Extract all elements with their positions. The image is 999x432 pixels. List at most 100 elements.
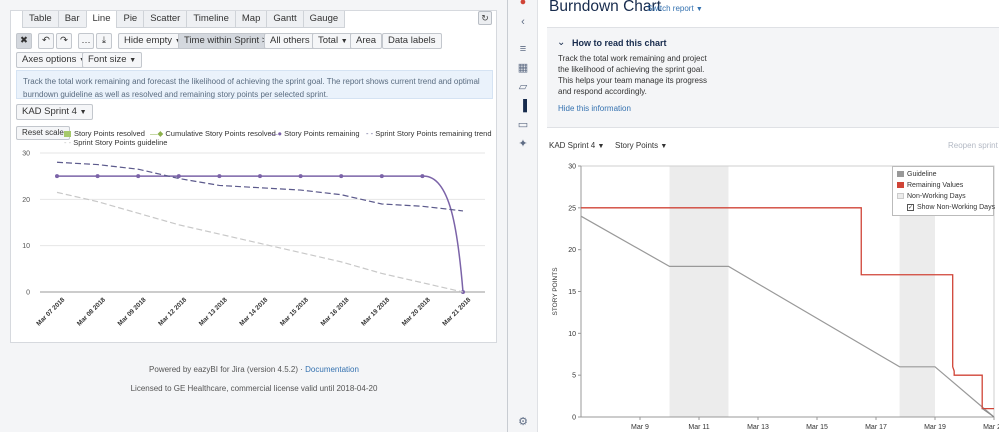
reopen-sprint-button[interactable]: Reopen sprint <box>948 141 998 150</box>
chevron-down-icon: ▼ <box>660 143 668 150</box>
data-point[interactable] <box>136 174 141 179</box>
data-point[interactable] <box>298 174 303 179</box>
area-button[interactable]: Area <box>350 33 383 49</box>
tab-scatter[interactable]: Scatter <box>143 11 188 28</box>
switch-report-dropdown[interactable]: Switch report ▼ <box>647 4 703 13</box>
hide-info-link[interactable]: Hide this information <box>558 104 631 113</box>
legend-remaining: Remaining Values <box>897 181 963 190</box>
legend-label: Non-Working Days <box>907 193 966 200</box>
x-tick-label: Mar 08 2018 <box>76 296 107 327</box>
info-title: How to read this chart <box>572 38 667 48</box>
series-line-1[interactable] <box>57 175 464 293</box>
y-tick-label: 30 <box>568 164 576 171</box>
checkbox-label: Show Non-Working Days <box>917 204 996 211</box>
y-tick-label: 0 <box>572 415 576 422</box>
page-title: Burndown Chart <box>549 0 662 15</box>
sprint-dropdown[interactable]: KAD Sprint 4 ▼ <box>549 141 604 150</box>
data-point[interactable] <box>339 174 344 179</box>
chevron-down-icon[interactable]: ⌄ <box>557 37 566 48</box>
remaining-values-line[interactable] <box>581 207 994 410</box>
tab-timeline[interactable]: Timeline <box>186 11 236 28</box>
reports-icon[interactable]: ▐ <box>519 100 527 112</box>
legend-label: Story Points remaining <box>284 129 360 138</box>
chart-type-tabs: Table Bar Line Pie Scatter Timeline Map Gantt Ga… <box>22 11 346 28</box>
tab-gauge[interactable]: Gauge <box>302 11 346 28</box>
sprint-select[interactable]: KAD Sprint 4 ▼ <box>16 104 93 120</box>
non-working-band <box>669 166 729 417</box>
x-tick-label: Mar 09 2018 <box>117 296 148 327</box>
y-tick-label: 25 <box>568 205 576 212</box>
x-tick-label: Mar 13 2018 <box>198 296 229 327</box>
y-tick-label: 15 <box>568 289 576 296</box>
axes-options-button[interactable]: Axes options ▼ <box>16 52 92 68</box>
tab-gantt[interactable]: Gantt <box>266 11 304 28</box>
releases-icon[interactable]: ▱ <box>518 81 528 93</box>
font-size-button[interactable]: Font size ▼ <box>82 52 143 68</box>
show-non-working-checkbox[interactable]: ✓ Show Non-Working Days <box>907 203 995 212</box>
series-line-3[interactable] <box>56 191 464 293</box>
data-point[interactable] <box>258 174 262 179</box>
export-button[interactable]: ⤓ <box>96 33 112 49</box>
total-button[interactable]: Total ▼ <box>312 33 354 49</box>
chevron-down-icon: ▼ <box>597 143 605 150</box>
legend-item-resolved[interactable]: Story Points resolved <box>64 129 145 139</box>
data-point[interactable] <box>217 174 222 179</box>
app-logo-icon: ● <box>519 0 527 8</box>
tab-line[interactable]: Line <box>85 11 118 28</box>
axes-options-label: Axes options <box>22 54 77 65</box>
legend-item-cumulative[interactable]: —◆ Cumulative Story Points resolved <box>150 129 276 139</box>
data-point[interactable] <box>55 174 59 179</box>
x-tick-label: Mar 17 <box>865 424 887 431</box>
eazybi-report-pane: Table Bar Line Pie Scatter Timeline Map Gantt Ga… <box>0 0 508 432</box>
reset-scale-button[interactable]: Reset scale <box>16 126 70 140</box>
series-line-2[interactable] <box>56 161 464 212</box>
info-panel: ⌄ How to read this chart Track the total… <box>547 27 999 128</box>
x-tick-label: Mar 07 2018 <box>35 296 66 327</box>
guideline-line[interactable] <box>580 215 995 418</box>
backlog-icon[interactable]: ≡ <box>519 43 527 55</box>
undo-button[interactable]: ↶ <box>38 33 54 49</box>
all-others-button[interactable]: All others <box>264 33 316 49</box>
y-tick-label: 20 <box>568 247 576 254</box>
report-description: Track the total work remaining and forec… <box>16 70 493 99</box>
footer: Powered by eazyBI for Jira (version 4.5.… <box>0 363 508 396</box>
board-icon[interactable]: ▦ <box>517 62 529 74</box>
y-tick-label: 10 <box>22 243 30 250</box>
legend-item-remaining[interactable]: —● Story Points remaining <box>270 129 360 139</box>
data-point[interactable] <box>176 174 181 179</box>
legend-label: Cumulative Story Points resolved <box>165 129 276 138</box>
y-axis-title: STORY POINTS <box>552 267 559 316</box>
legend-marker: —◆ <box>150 129 164 138</box>
tab-map[interactable]: Map <box>234 11 268 28</box>
legend-item-guideline[interactable]: - - Sprint Story Points guideline <box>64 138 167 148</box>
documentation-link[interactable]: Documentation <box>305 365 359 374</box>
checkbox-checked-icon[interactable]: ✓ <box>907 204 914 211</box>
settings-gear-icon[interactable]: ⚙ <box>518 416 528 428</box>
data-labels-button[interactable]: Data labels <box>382 33 442 49</box>
issues-icon[interactable]: ▭ <box>517 119 529 131</box>
data-point[interactable] <box>95 174 100 179</box>
fullscreen-button[interactable]: ✖ <box>16 33 32 49</box>
legend-label: Sprint Story Points guideline <box>73 138 168 147</box>
x-tick-label: Mar 11 <box>688 424 709 431</box>
chevron-left-icon[interactable]: ‹ <box>521 16 525 28</box>
legend-swatch <box>897 171 904 177</box>
separator: · <box>300 365 303 374</box>
redo-button[interactable]: ↷ <box>56 33 72 49</box>
tab-table[interactable]: Table <box>22 11 59 28</box>
legend-label: Sprint Story Points remaining trend <box>375 129 492 138</box>
legend-marker: - - <box>64 138 72 147</box>
metric-dropdown[interactable]: Story Points ▼ <box>615 141 667 150</box>
tab-bar[interactable]: Bar <box>57 11 87 28</box>
add-ons-icon[interactable]: ✦ <box>518 138 528 150</box>
comment-button[interactable]: … <box>78 33 94 49</box>
x-tick-label: Mar 15 <box>806 424 828 431</box>
data-point[interactable] <box>420 174 425 179</box>
tab-pie[interactable]: Pie <box>116 11 145 28</box>
refresh-button[interactable]: ↻ <box>478 11 492 25</box>
metric-dropdown-label: Story Points <box>615 141 659 150</box>
legend-item-trend[interactable]: - - Sprint Story Points remaining trend <box>366 129 492 139</box>
data-point[interactable] <box>379 174 384 179</box>
y-tick-label: 10 <box>568 331 576 338</box>
x-tick-label: Mar 19 <box>924 424 946 431</box>
